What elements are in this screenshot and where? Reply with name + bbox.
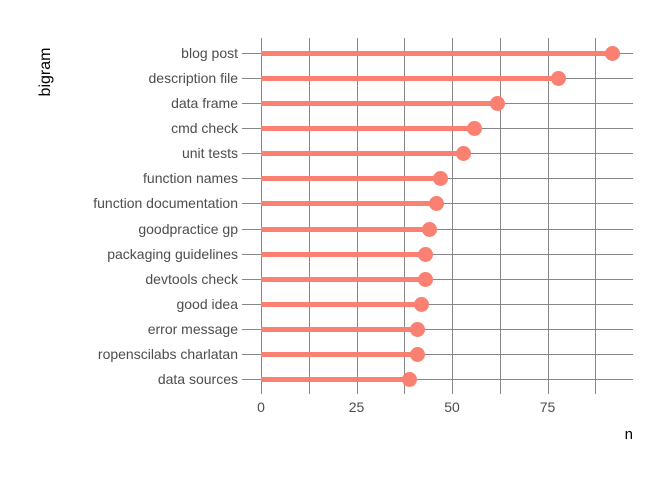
lollipop-stick [261,377,410,382]
x-tick-label: 75 [539,399,556,415]
lollipop-dot [417,246,433,262]
gridline-vertical [452,38,453,394]
gridline-vertical [356,38,358,394]
category-label: description file [148,70,239,87]
lollipop-stick [261,201,437,207]
lollipop-stick [261,251,426,257]
x-tick-label: 50 [444,399,460,415]
lollipop-stick [261,351,418,357]
lollipop-dot [433,171,449,187]
gridline-vertical [261,38,262,394]
gridline-horizontal [242,379,633,380]
lollipop-dot [455,146,471,162]
lollipop-stick [261,226,430,232]
lollipop-dot [421,221,437,237]
lollipop-stick [261,326,418,332]
category-label: cmd check [171,120,238,137]
lollipop-dot [410,346,426,362]
plot-panel [242,38,633,394]
gridline-vertical [547,38,549,394]
lollipop-stick [261,276,426,282]
category-label: error message [147,320,238,337]
x-axis-title: n [624,426,633,443]
x-tick-label: 0 [257,399,265,415]
lollipop-stick [261,176,441,182]
category-label: blog post [181,45,238,61]
lollipop-dot [429,196,445,212]
lollipop-stick [261,76,559,82]
category-label: good idea [176,295,238,312]
lollipop-dot [490,96,506,112]
gridline-vertical [308,38,310,394]
gridline-horizontal [242,278,633,280]
gridline-vertical [404,38,406,394]
lollipop-dot [417,271,433,287]
lollipop-stick [261,126,475,132]
lollipop-dot [604,46,620,61]
x-tick-label: 25 [348,399,365,415]
lollipop-dot [402,372,418,387]
gridline-vertical [499,38,501,394]
lollipop-dot [413,296,429,312]
category-label: goodpractice gp [138,220,238,237]
lollipop-dot [410,321,426,337]
lollipop-stick [261,51,613,56]
category-label: ropenscilabs charlatan [97,345,238,362]
category-label: function names [143,170,238,187]
gridline-horizontal [242,253,633,255]
category-label: data frame [171,95,238,112]
gridline-horizontal [242,303,633,305]
lollipop-dot [551,71,567,87]
gridline-horizontal [242,353,633,355]
gridline-horizontal [242,328,633,330]
category-label: function documentation [93,195,238,212]
lollipop-stick [261,101,498,107]
category-label: packaging guidelines [107,245,238,262]
category-label: unit tests [181,145,238,162]
lollipop-stick [261,301,422,307]
gridline-vertical [595,38,597,394]
category-label: devtools check [145,270,238,287]
lollipop-stick [261,151,464,157]
category-label: data sources [157,371,238,387]
lollipop-dot [467,121,483,137]
gridline-horizontal [242,228,633,230]
